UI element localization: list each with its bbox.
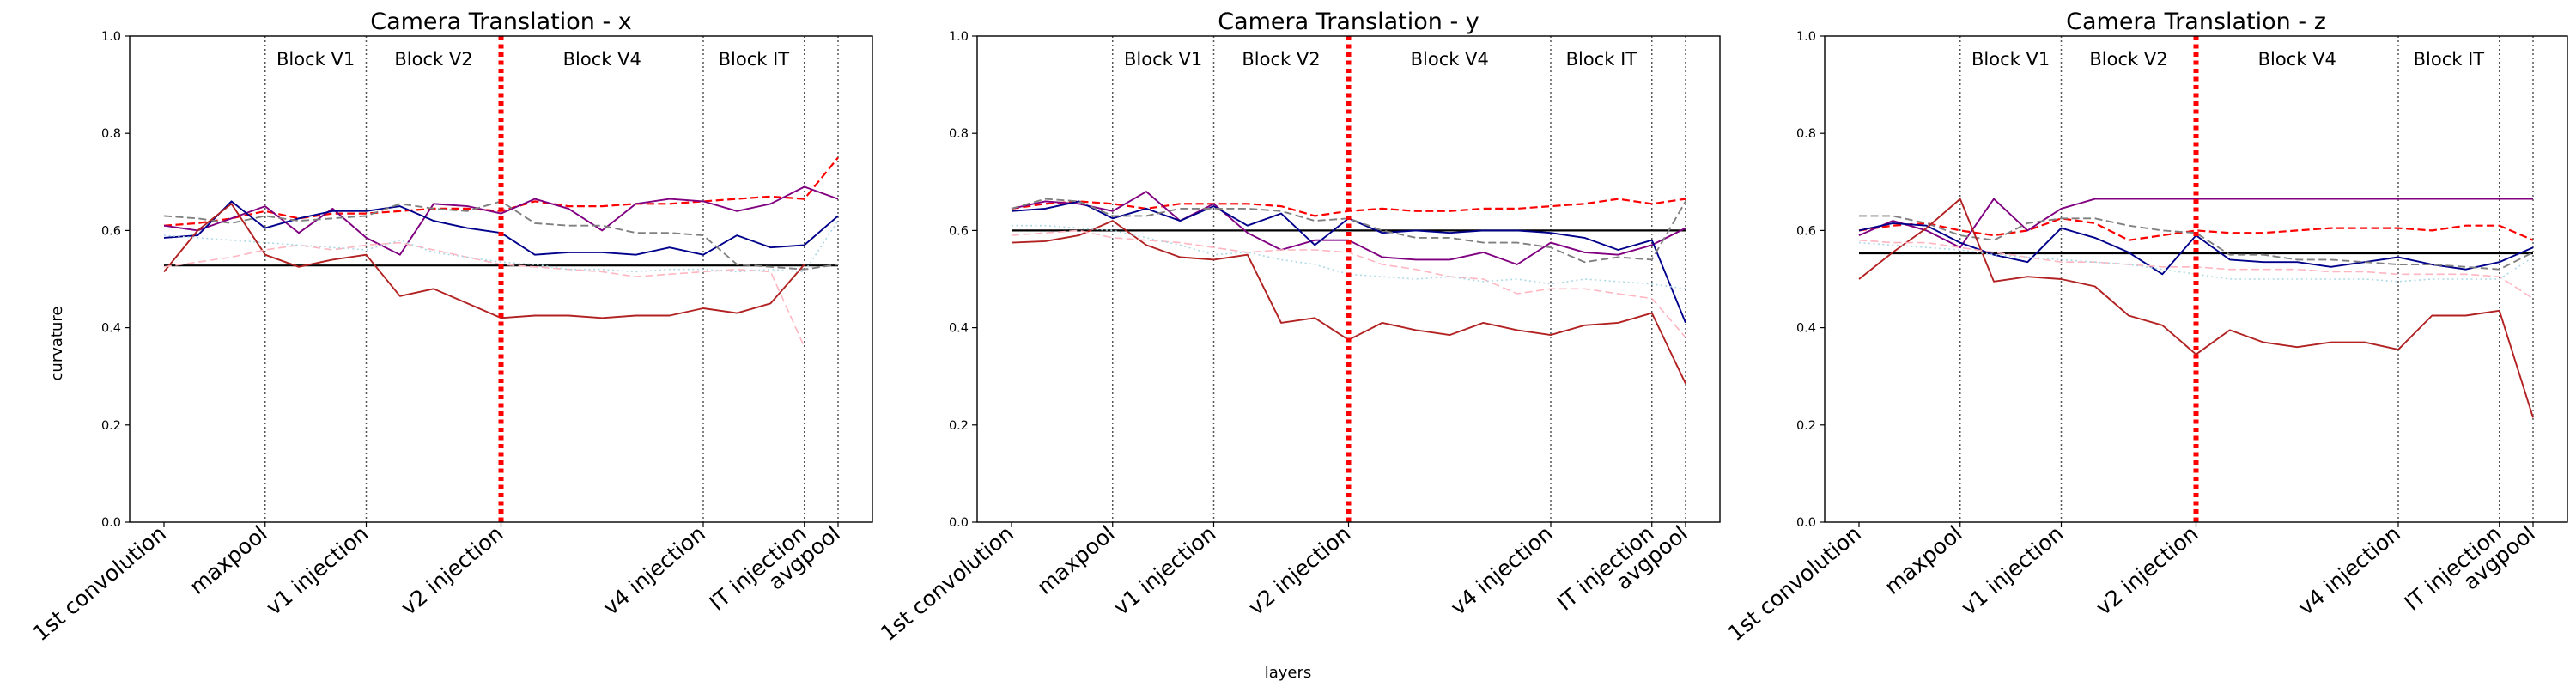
x-tick-label: v4 injection bbox=[598, 520, 710, 620]
x-tick-label: v2 injection bbox=[1243, 520, 1355, 620]
x-tick-label: v1 injection bbox=[261, 520, 373, 620]
block-label: Block V4 bbox=[1411, 49, 1489, 70]
y-tick-label: 0.6 bbox=[949, 224, 969, 238]
y-tick-label: 0.0 bbox=[949, 516, 969, 530]
y-tick-label: 1.0 bbox=[1796, 30, 1816, 44]
y-tick-label: 0.0 bbox=[101, 516, 121, 530]
series-line-3 bbox=[163, 185, 839, 256]
x-tick-label: v1 injection bbox=[1956, 520, 2068, 620]
series-line-2 bbox=[1858, 217, 2534, 241]
y-tick-label: 0.6 bbox=[1796, 224, 1816, 238]
y-tick-label: 1.0 bbox=[949, 30, 969, 44]
plot-area-frame bbox=[129, 35, 873, 523]
block-label: Block V2 bbox=[394, 49, 472, 70]
y-tick-label: 0.8 bbox=[1796, 127, 1816, 141]
block-label: Block V1 bbox=[1124, 49, 1202, 70]
y-tick-label: 0.0 bbox=[1796, 516, 1816, 530]
chart-panel-2: Camera Translation - y Block V1 Block V2 Bl… bbox=[876, 9, 1721, 646]
x-tick-label: maxpool bbox=[185, 520, 271, 599]
x-tick-label: 1st convolution bbox=[876, 520, 1018, 646]
chart-panel-3: Camera Translation - z Block V1 Block V2 Bl… bbox=[1723, 9, 2568, 646]
block-label: Block V2 bbox=[1242, 49, 1320, 70]
figure-xlabel: layers bbox=[1265, 664, 1312, 682]
figure-ylabel: curvature bbox=[48, 307, 66, 381]
series-line-7 bbox=[163, 241, 805, 348]
x-tick-label: 1st convolution bbox=[28, 520, 171, 646]
x-tick-label: 1st convolution bbox=[1723, 520, 1866, 646]
chart-title: Camera Translation - x bbox=[370, 9, 632, 35]
block-label: Block V1 bbox=[1971, 49, 2050, 70]
block-label: Block IT bbox=[2414, 49, 2485, 70]
y-tick-label: 0.6 bbox=[101, 224, 121, 238]
plot-area-frame bbox=[976, 35, 1721, 523]
y-tick-label: 0.8 bbox=[949, 127, 969, 141]
y-tick-label: 0.4 bbox=[949, 322, 969, 336]
x-tick-label: v1 injection bbox=[1109, 520, 1220, 620]
y-tick-label: 1.0 bbox=[101, 30, 121, 44]
y-tick-label: 0.2 bbox=[949, 419, 969, 433]
x-tick-label: maxpool bbox=[1032, 520, 1119, 599]
x-tick-label: v2 injection bbox=[396, 520, 507, 620]
series-line-8 bbox=[163, 220, 839, 273]
block-label: Block V4 bbox=[563, 49, 641, 70]
x-tick-label: v4 injection bbox=[1446, 520, 1558, 620]
x-tick-label: v2 injection bbox=[2091, 520, 2202, 620]
block-label: Block V4 bbox=[2258, 49, 2336, 70]
chart-panel-1: Camera Translation - x Block V1 Block V2 Bl… bbox=[28, 9, 873, 646]
series-line-6 bbox=[163, 203, 805, 319]
y-tick-label: 0.2 bbox=[1796, 419, 1816, 433]
block-label: Block IT bbox=[719, 49, 790, 70]
y-tick-label: 0.4 bbox=[1796, 322, 1816, 336]
chart-title: Camera Translation - z bbox=[2066, 9, 2326, 35]
chart-title: Camera Translation - y bbox=[1218, 9, 1479, 35]
plot-area-frame bbox=[1824, 35, 2568, 523]
block-label: Block V2 bbox=[2089, 49, 2167, 70]
y-tick-label: 0.4 bbox=[101, 322, 121, 336]
series-line-3 bbox=[1858, 198, 2533, 249]
block-label: Block IT bbox=[1566, 49, 1637, 70]
y-tick-label: 0.2 bbox=[101, 419, 121, 433]
x-tick-label: maxpool bbox=[1880, 520, 1966, 599]
x-tick-label: v4 injection bbox=[2293, 520, 2405, 620]
block-label: Block V1 bbox=[276, 49, 355, 70]
y-tick-label: 0.8 bbox=[101, 127, 121, 141]
